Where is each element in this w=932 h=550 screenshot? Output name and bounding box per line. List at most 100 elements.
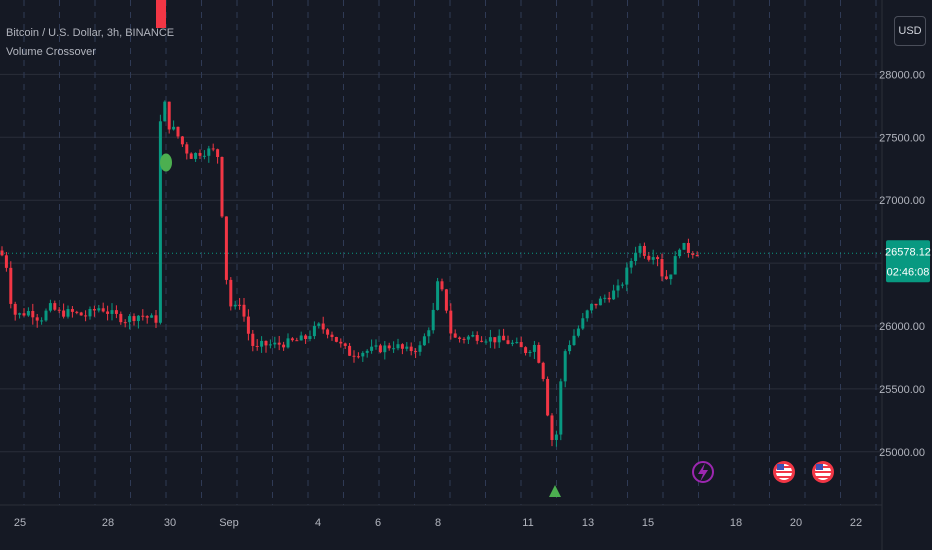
candle-body xyxy=(475,335,479,341)
candle-body xyxy=(374,345,378,347)
candle-body xyxy=(669,274,673,280)
price-tick-label: 26000.00 xyxy=(879,321,925,333)
candle-body xyxy=(484,341,488,343)
candle-body xyxy=(387,345,391,349)
candle-body xyxy=(598,298,602,306)
candle-body xyxy=(427,330,431,337)
candle-body xyxy=(418,345,422,352)
candle-body xyxy=(378,345,382,353)
price-tick-label: 25000.00 xyxy=(879,447,925,459)
flag-canton xyxy=(777,464,784,470)
candle-body xyxy=(167,101,171,130)
candle-body xyxy=(370,346,374,351)
candle-body xyxy=(44,310,48,321)
candle-body xyxy=(136,315,140,322)
candle-body xyxy=(220,156,224,217)
candle-body xyxy=(686,242,690,254)
candle-body xyxy=(458,337,462,339)
candle-body xyxy=(172,126,176,130)
indicator-title[interactable]: Volume Crossover xyxy=(6,46,96,58)
price-tick-label: 25500.00 xyxy=(879,384,925,396)
candle-body xyxy=(502,335,506,341)
candle-body xyxy=(559,381,563,435)
candle-body xyxy=(414,351,418,353)
time-tick-label: 22 xyxy=(850,517,862,529)
candle-body xyxy=(92,308,96,311)
candle-body xyxy=(35,317,39,321)
candle-body xyxy=(607,297,611,300)
candle-body xyxy=(119,313,123,323)
candle-body xyxy=(282,344,286,348)
candle-body xyxy=(541,362,545,379)
flag-stripe xyxy=(815,476,831,478)
candle-body xyxy=(343,343,347,346)
candle-body xyxy=(299,335,303,341)
candle-body xyxy=(634,252,638,262)
candle-body xyxy=(128,316,132,323)
candle-body xyxy=(594,303,598,306)
candle-body xyxy=(585,310,589,319)
candle-body xyxy=(277,342,281,345)
candle-body xyxy=(691,253,695,255)
candle-body xyxy=(444,289,448,311)
sell-signal-marker[interactable] xyxy=(156,0,166,28)
currency-button[interactable]: USD xyxy=(894,16,926,46)
candle-body xyxy=(568,345,572,352)
candle-body xyxy=(532,344,536,352)
candle-body xyxy=(449,310,453,334)
candle-body xyxy=(163,101,167,122)
candle-body xyxy=(233,304,237,307)
candle-body xyxy=(638,245,642,253)
candle-body xyxy=(4,255,8,268)
candle-body xyxy=(132,316,136,322)
candle-body xyxy=(97,308,101,311)
price-tick-label: 28000.00 xyxy=(879,69,925,81)
candle-body xyxy=(176,126,180,137)
candle-body xyxy=(480,340,484,342)
candle-body xyxy=(405,346,409,349)
candle-body xyxy=(440,281,444,290)
candle-body xyxy=(123,322,127,324)
candle-body xyxy=(79,312,83,316)
buy-signal-circle[interactable] xyxy=(160,153,172,172)
candle-body xyxy=(326,329,330,335)
time-tick-label: 18 xyxy=(730,517,742,529)
candle-body xyxy=(660,259,664,277)
countdown-label: 02:46:08 xyxy=(887,266,930,278)
candle-body xyxy=(612,290,616,300)
candle-body xyxy=(158,121,162,323)
candle-body xyxy=(189,153,193,159)
candle-body xyxy=(180,136,184,145)
candle-body xyxy=(75,311,79,313)
candle-body xyxy=(590,303,594,311)
candle-body xyxy=(436,281,440,310)
candle-body xyxy=(506,340,510,344)
flag-stripe xyxy=(815,471,831,473)
candle-body xyxy=(352,355,356,357)
symbol-title[interactable]: Bitcoin / U.S. Dollar, 3h, BINANCE xyxy=(6,27,175,39)
candle-body xyxy=(400,344,404,349)
candle-body xyxy=(224,216,228,280)
candle-body xyxy=(550,415,554,440)
candle-body xyxy=(145,316,149,318)
time-tick-label: 11 xyxy=(522,517,533,529)
time-tick-label: 28 xyxy=(102,517,114,529)
candle-body xyxy=(106,311,110,314)
candle-body xyxy=(528,351,532,354)
buy-signal-triangle[interactable] xyxy=(549,485,561,497)
candle-body xyxy=(409,346,413,352)
candle-body xyxy=(57,309,61,311)
candle-body xyxy=(295,340,299,342)
candle-body xyxy=(682,242,686,250)
candle-body xyxy=(31,310,35,318)
candle-body xyxy=(334,337,338,342)
candle-body xyxy=(114,310,118,314)
candle-body xyxy=(308,336,312,339)
candle-body xyxy=(572,335,576,346)
candle-body xyxy=(651,257,655,260)
candle-body xyxy=(554,434,558,440)
candle-body xyxy=(48,303,52,311)
candle-body xyxy=(321,323,325,330)
